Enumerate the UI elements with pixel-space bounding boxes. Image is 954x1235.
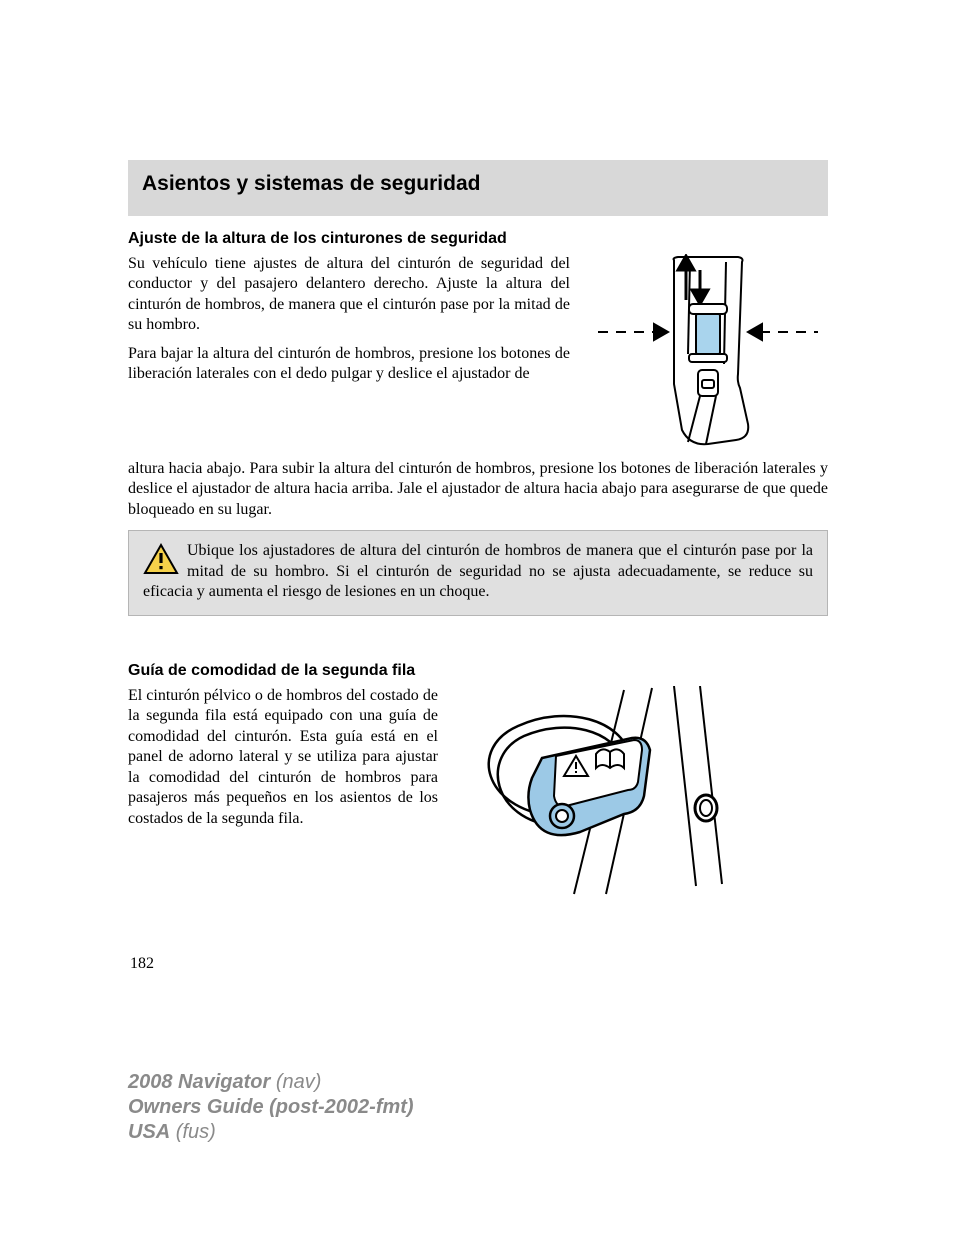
seatbelt-adjuster-illustration: [588, 254, 828, 454]
footer: 2008 Navigator (nav) Owners Guide (post-…: [128, 1070, 414, 1145]
comfort-guide-illustration: [456, 686, 766, 896]
warning-text: Ubique los ajustadores de altura del cin…: [143, 542, 813, 600]
block-2: El cinturón pélvico o de hombros del cos…: [128, 686, 828, 901]
paragraph: El cinturón pélvico o de hombros del cos…: [128, 686, 438, 829]
footer-code: (nav): [276, 1071, 322, 1093]
figure-1: [588, 254, 828, 459]
section-title: Asientos y sistemas de seguridad: [142, 172, 814, 196]
footer-region: USA: [128, 1121, 170, 1143]
block-1: Su vehículo tiene ajustes de altura del …: [128, 254, 828, 459]
paragraph: altura hacia abajo. Para subir la altura…: [128, 459, 828, 520]
spacer: [128, 616, 828, 662]
figure-2: [456, 686, 766, 901]
subheading-1: Ajuste de la altura de los cinturones de…: [128, 230, 828, 248]
subheading-2: Guía de comodidad de la segunda fila: [128, 662, 828, 680]
text-column-2: El cinturón pélvico o de hombros del cos…: [128, 686, 438, 829]
footer-region-code: (fus): [176, 1121, 216, 1143]
footer-model: 2008 Navigator: [128, 1071, 270, 1093]
paragraph: Su vehículo tiene ajustes de altura del …: [128, 254, 570, 336]
text-column-1: Su vehículo tiene ajustes de altura del …: [128, 254, 570, 385]
footer-line-2: Owners Guide (post-2002-fmt): [128, 1095, 414, 1120]
page-content: Asientos y sistemas de seguridad Ajuste …: [128, 160, 828, 901]
paragraph: Para bajar la altura del cinturón de hom…: [128, 344, 570, 385]
footer-line-1: 2008 Navigator (nav): [128, 1070, 414, 1095]
footer-line-3: USA (fus): [128, 1120, 414, 1145]
section-header: Asientos y sistemas de seguridad: [128, 160, 828, 216]
warning-box: Ubique los ajustadores de altura del cin…: [128, 530, 828, 615]
warning-icon: [143, 543, 179, 581]
page-number: 182: [130, 955, 154, 973]
